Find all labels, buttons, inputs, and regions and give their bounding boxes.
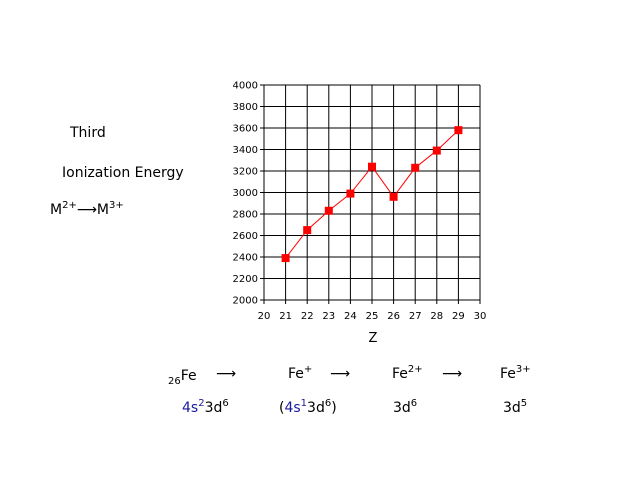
config-fe-3d: 3d xyxy=(204,400,223,416)
arrow-2: ⟶ xyxy=(330,366,351,382)
species-fe-3plus-charge: 3+ xyxy=(515,364,531,375)
chart-label-ionization-energy: Ionization Energy xyxy=(62,165,184,181)
x-tick-label: 21 xyxy=(279,311,292,322)
species-fe-3plus: Fe3+ xyxy=(500,364,531,382)
config-fe-plus: (4s13d6) xyxy=(279,398,337,416)
x-tick-label: 30 xyxy=(474,311,487,322)
y-tick-label: 3600 xyxy=(233,124,258,135)
config-fe-2plus-3d: 3d xyxy=(393,400,411,416)
config-fe-plus-open: ( xyxy=(279,400,285,416)
data-point xyxy=(389,192,398,201)
x-tick-label: 26 xyxy=(387,311,400,322)
x-tick-label: 24 xyxy=(344,311,357,322)
chart-label-third: Third xyxy=(70,125,106,141)
reaction-m3: M xyxy=(96,202,110,218)
config-fe-3plus: 3d5 xyxy=(503,398,528,416)
x-tick-label: 28 xyxy=(430,311,443,322)
arrow-1: ⟶ xyxy=(216,366,237,382)
config-fe-plus-4s: 4s xyxy=(284,400,301,416)
config-fe-plus-4s-count: 1 xyxy=(300,398,308,409)
x-tick-label: 23 xyxy=(322,311,335,322)
y-tick-label: 2000 xyxy=(233,296,258,307)
x-tick-label: 29 xyxy=(452,311,465,322)
species-fe-plus: Fe+ xyxy=(288,364,313,382)
config-fe: 4s23d6 xyxy=(182,398,229,416)
data-point xyxy=(454,126,463,135)
config-fe-2plus-3d-count: 6 xyxy=(410,398,418,409)
species-fe-2plus-symbol: Fe xyxy=(392,366,408,382)
y-tick-label: 3800 xyxy=(233,102,258,113)
config-fe-3plus-3d-count: 5 xyxy=(520,398,528,409)
data-point xyxy=(281,254,290,263)
y-tick-label: 2200 xyxy=(233,274,258,285)
y-tick-label: 2800 xyxy=(233,210,258,221)
x-tick-label: 20 xyxy=(258,311,271,322)
species-fe-2plus: Fe2+ xyxy=(392,364,423,382)
config-fe-2plus: 3d6 xyxy=(393,398,418,416)
species-fe-plus-charge: + xyxy=(303,364,313,375)
data-point xyxy=(411,163,420,172)
reaction-m3-charge: 3+ xyxy=(109,200,124,211)
config-fe-4s: 4s xyxy=(182,400,199,416)
x-tick-label: 22 xyxy=(301,311,314,322)
config-fe-3plus-3d: 3d xyxy=(503,400,521,416)
species-fe-symbol: Fe xyxy=(180,368,197,384)
reaction-label: M2+⟶M3+ xyxy=(50,200,124,218)
data-point xyxy=(303,226,312,235)
y-tick-label: 3000 xyxy=(233,188,258,199)
atomic-number: 26 xyxy=(168,376,181,387)
reaction-arrow: ⟶ xyxy=(76,202,97,218)
data-point xyxy=(368,162,376,171)
arrow-3: ⟶ xyxy=(442,366,463,382)
reaction-m2-charge: 2+ xyxy=(62,200,77,211)
config-fe-3d-count: 6 xyxy=(222,398,229,409)
x-tick-label: 25 xyxy=(366,311,379,322)
config-fe-plus-3d-count: 6 xyxy=(324,398,332,409)
config-fe-plus-3d: 3d xyxy=(307,400,325,416)
y-tick-label: 3200 xyxy=(233,167,258,178)
config-fe-4s-count: 2 xyxy=(198,398,205,409)
species-fe-3plus-symbol: Fe xyxy=(500,366,516,382)
y-tick-label: 3400 xyxy=(233,145,258,156)
species-fe: 26Fe xyxy=(168,368,197,387)
species-fe-2plus-charge: 2+ xyxy=(407,364,423,375)
y-tick-label: 2400 xyxy=(233,253,258,264)
x-tick-label: 27 xyxy=(409,311,422,322)
reaction-m2: M xyxy=(50,202,63,218)
y-tick-label: 2600 xyxy=(233,231,258,242)
data-point xyxy=(346,189,355,198)
x-axis-title: Z xyxy=(369,331,378,346)
data-point xyxy=(324,206,333,215)
species-fe-plus-symbol: Fe xyxy=(288,366,304,382)
y-tick-label: 4000 xyxy=(233,81,258,92)
data-point xyxy=(432,146,441,155)
config-fe-plus-close: ) xyxy=(331,400,337,416)
